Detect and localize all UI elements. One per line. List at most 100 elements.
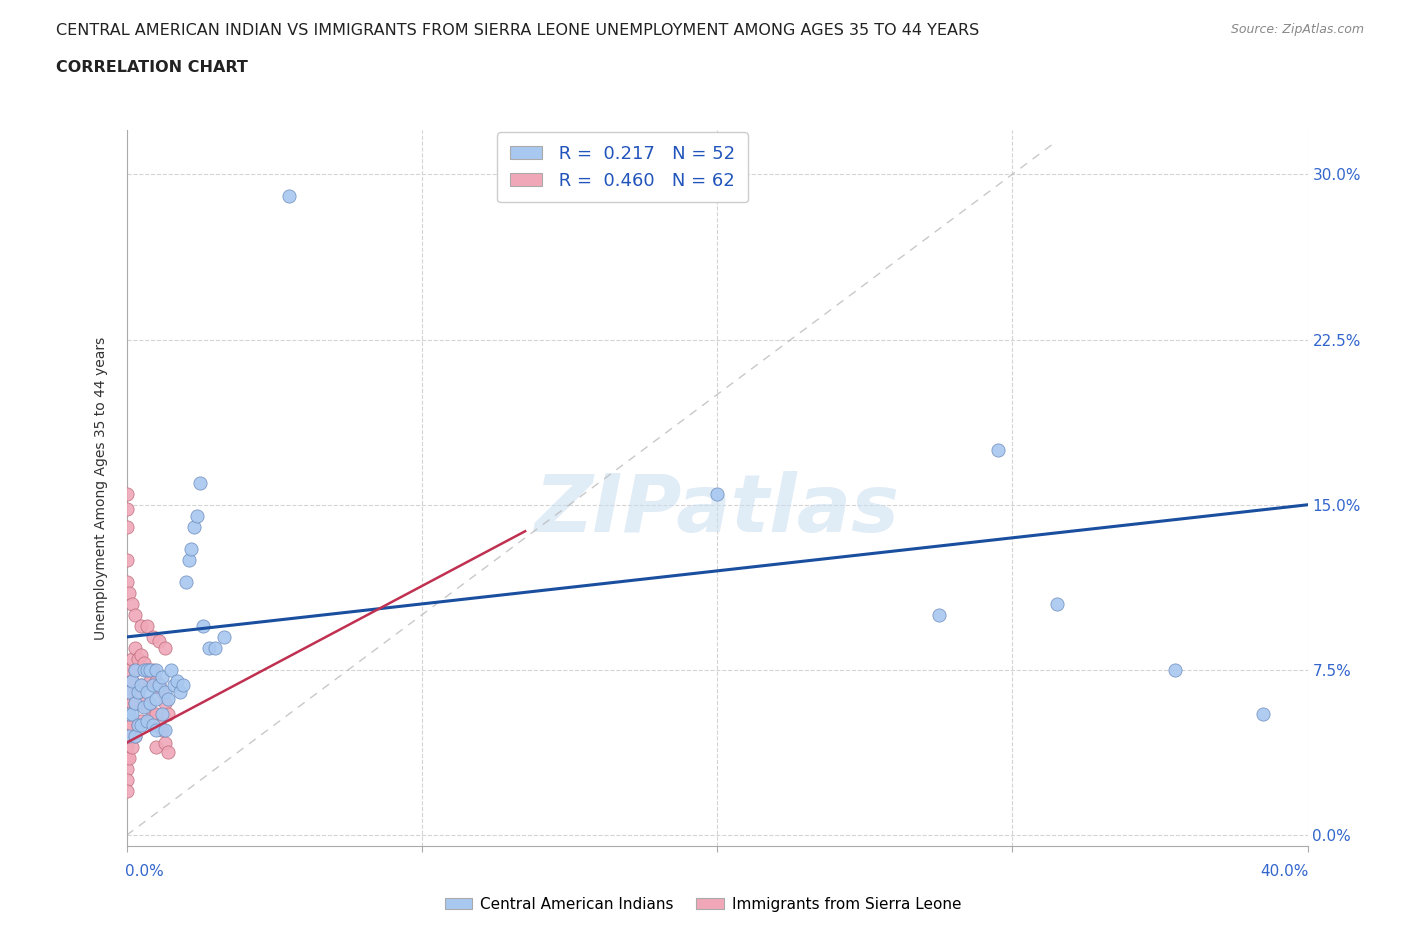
Point [150, 670, 173, 684]
Point [142, 662, 165, 677]
Point [118, 586, 141, 601]
Point [153, 641, 176, 656]
Point [115, 762, 138, 777]
Point [198, 641, 221, 656]
Point [174, 575, 197, 590]
Point [153, 736, 176, 751]
Point [115, 729, 138, 744]
Point [153, 684, 176, 699]
Point [134, 700, 156, 715]
Point [136, 713, 159, 728]
Point [121, 718, 143, 733]
Point [139, 673, 162, 688]
Point [129, 678, 153, 693]
Point [115, 707, 138, 722]
Point [145, 662, 167, 677]
Point [118, 729, 141, 744]
Point [142, 678, 165, 693]
Text: CORRELATION CHART: CORRELATION CHART [56, 60, 247, 75]
Text: ZIPatlas: ZIPatlas [534, 471, 900, 549]
Point [278, 189, 301, 204]
Point [148, 678, 170, 693]
Point [148, 718, 170, 733]
Point [183, 519, 205, 534]
Point [148, 634, 170, 649]
Point [118, 729, 141, 744]
Point [118, 662, 141, 677]
Point [121, 673, 143, 688]
Point [139, 662, 162, 677]
Point [124, 641, 146, 656]
Legend:  R =  0.217   N = 52,  R =  0.460   N = 62: R = 0.217 N = 52, R = 0.460 N = 62 [498, 132, 748, 203]
Point [136, 700, 159, 715]
Point [115, 552, 138, 567]
Point [150, 722, 173, 737]
Point [129, 647, 153, 662]
Point [115, 684, 138, 699]
Point [145, 722, 167, 737]
Point [142, 630, 165, 644]
Point [127, 684, 149, 699]
Point [127, 652, 149, 667]
Point [115, 718, 138, 733]
Point [121, 673, 143, 688]
Point [186, 509, 208, 524]
Point [118, 684, 141, 699]
Text: Source: ZipAtlas.com: Source: ZipAtlas.com [1230, 23, 1364, 36]
Point [150, 684, 173, 699]
Point [163, 678, 186, 693]
Point [118, 707, 141, 722]
Point [121, 707, 143, 722]
Point [129, 678, 153, 693]
Point [172, 678, 194, 693]
Point [153, 696, 176, 711]
Point [156, 707, 179, 722]
Point [1251, 707, 1274, 722]
Point [139, 696, 162, 711]
Text: 40.0%: 40.0% [1260, 864, 1309, 879]
Point [156, 744, 179, 759]
Point [124, 662, 146, 677]
Point [169, 684, 191, 699]
Point [121, 739, 143, 754]
Point [121, 696, 143, 711]
Point [153, 722, 176, 737]
Legend: Central American Indians, Immigrants from Sierra Leone: Central American Indians, Immigrants fro… [439, 891, 967, 918]
Point [212, 630, 235, 644]
Point [115, 773, 138, 788]
Point [142, 718, 165, 733]
Point [706, 486, 728, 501]
Point [124, 696, 146, 711]
Point [124, 729, 146, 744]
Point [136, 662, 159, 677]
Point [987, 443, 1010, 458]
Point [127, 718, 149, 733]
Text: CENTRAL AMERICAN INDIAN VS IMMIGRANTS FROM SIERRA LEONE UNEMPLOYMENT AMONG AGES : CENTRAL AMERICAN INDIAN VS IMMIGRANTS FR… [56, 23, 980, 38]
Point [118, 684, 141, 699]
Point [118, 751, 141, 765]
Point [136, 684, 159, 699]
Point [129, 718, 153, 733]
Point [193, 618, 215, 633]
Point [115, 696, 138, 711]
Point [115, 784, 138, 799]
Point [134, 696, 156, 711]
Point [159, 662, 183, 677]
Point [1045, 596, 1069, 611]
Point [121, 596, 143, 611]
Point [928, 607, 950, 622]
Point [124, 607, 146, 622]
Y-axis label: Unemployment Among Ages 35 to 44 years: Unemployment Among Ages 35 to 44 years [94, 337, 108, 640]
Point [145, 673, 167, 688]
Point [136, 618, 159, 633]
Point [115, 751, 138, 765]
Point [177, 552, 200, 567]
Point [115, 502, 138, 517]
Point [1164, 662, 1187, 677]
Point [129, 713, 153, 728]
Point [145, 739, 167, 754]
Point [124, 729, 146, 744]
Point [127, 684, 149, 699]
Point [134, 662, 156, 677]
Point [115, 575, 138, 590]
